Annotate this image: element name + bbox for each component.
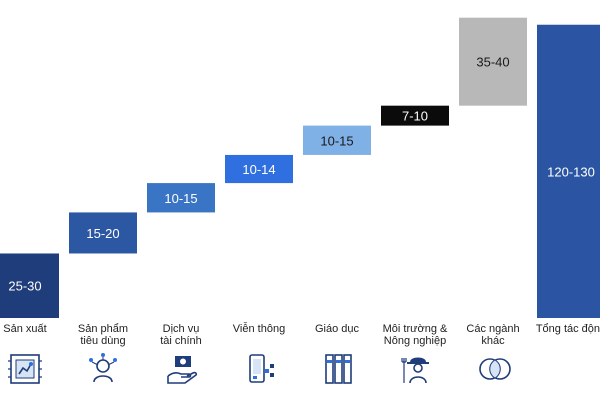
farmer-icon <box>401 352 435 386</box>
bar-4 <box>225 154 293 184</box>
factory-robot-icon <box>8 352 42 386</box>
category-label-2: Sản phẩm tiêu dùng <box>78 323 128 347</box>
category-label-7: Các ngành khác <box>466 323 519 347</box>
bar-labels-layer: 25-30 15-20 10-15 10-14 10-15 7-10 35-40 120-13… <box>8 55 594 294</box>
bar-1 <box>0 253 59 318</box>
bar-value-label-5: 10-15 <box>320 133 353 148</box>
phone-signal-icon <box>244 352 278 386</box>
bar-2 <box>69 212 137 254</box>
bar-value-label-1: 25-30 <box>8 279 41 294</box>
bar-5 <box>303 125 371 155</box>
category-label-1: Sản xuất <box>3 323 46 335</box>
category-label-4: Viễn thông <box>233 322 285 335</box>
overlap-circles-icon <box>478 352 512 386</box>
bar-value-label-7: 35-40 <box>476 55 509 70</box>
bar-7 <box>459 17 527 106</box>
category-label-6: Môi trường & Nông nghiệp <box>383 323 448 347</box>
category-label-8: Tổng tác động <box>536 323 600 335</box>
bar-value-label-8: 120-130 <box>547 164 595 179</box>
bars-layer <box>0 17 600 318</box>
bar-value-label-2: 15-20 <box>86 226 119 241</box>
bar-6 <box>381 105 449 126</box>
book-binders-icon <box>322 352 356 386</box>
person-network-icon <box>86 352 120 386</box>
category-label-3: Dịch vụ tài chính <box>160 323 202 347</box>
hand-money-icon <box>165 352 199 386</box>
bar-3 <box>147 183 215 213</box>
category-labels-layer: Sản xuất Sản phẩm tiêu dùng Dịch vụ tài chín… <box>3 322 600 347</box>
bar-8 <box>537 24 600 318</box>
bar-value-label-3: 10-15 <box>164 191 197 206</box>
category-label-5: Giáo dục <box>315 323 360 335</box>
bar-value-label-4: 10-14 <box>242 162 275 177</box>
bar-value-label-6: 7-10 <box>402 109 428 124</box>
